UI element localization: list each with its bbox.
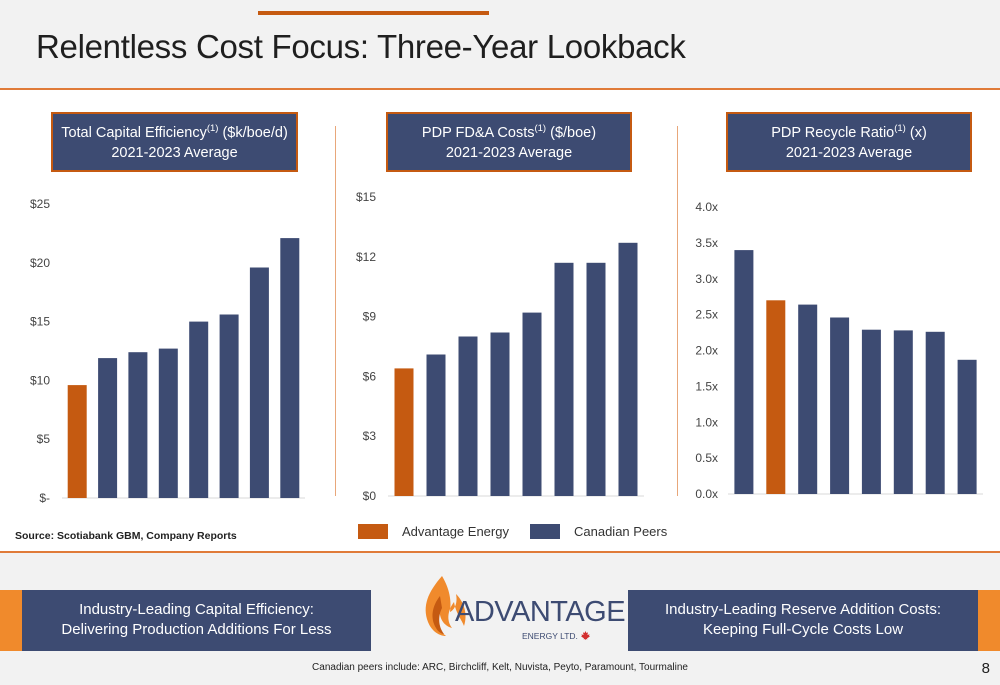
chart-title-box-fda-costs: PDP FD&A Costs(1) ($/boe) 2021-2023 Aver…	[386, 112, 632, 172]
bar-advantage	[766, 300, 786, 494]
footer-right-accent	[978, 590, 1000, 651]
fda-costs-chart: $0 $3 $6 $9 $12 $15	[356, 190, 644, 503]
y-tick-label: 0.0x	[695, 487, 718, 501]
footer-left-box: Industry-Leading Capital Efficiency: Del…	[22, 590, 371, 651]
footer-right-line2: Keeping Full-Cycle Costs Low	[702, 621, 904, 638]
chart-divider-right	[677, 126, 678, 496]
bar-peer	[734, 250, 754, 494]
y-tick-label: $10	[30, 373, 50, 387]
bar-peer	[861, 329, 881, 494]
bar-peer	[618, 242, 638, 496]
bar-peer	[798, 304, 818, 494]
bar-peer	[426, 354, 446, 496]
chart-title-recycle-ratio: PDP Recycle Ratio(1) (x)	[771, 123, 927, 141]
footer-left-line2: Delivering Production Additions For Less	[61, 621, 332, 638]
legend-label-advantage: Advantage Energy	[402, 523, 509, 539]
bar-peer	[554, 262, 574, 496]
maple-leaf-icon	[580, 631, 590, 640]
y-tick-label: $9	[363, 310, 377, 324]
y-tick-label: 1.5x	[695, 379, 718, 393]
slide-title: Relentless Cost Focus: Three-Year Lookba…	[36, 28, 686, 65]
bar-peer	[490, 332, 510, 496]
top-accent-bar	[258, 11, 489, 15]
chart-subtitle-recycle-ratio: 2021-2023 Average	[785, 144, 913, 161]
footer-left-accent	[0, 590, 22, 651]
y-tick-label: 4.0x	[695, 200, 718, 214]
bar-peer	[158, 348, 178, 498]
bar-peer	[522, 312, 542, 496]
source-note: Source: Scotiabank GBM, Company Reports	[15, 530, 237, 542]
bar-peer	[586, 262, 606, 496]
recycle-ratio-chart: 0.0x 0.5x 1.0x 1.5x 2.0x 2.5x 3.0x 3.5x 4.0x	[695, 200, 983, 501]
footer-rule	[0, 551, 1000, 553]
page-number: 8	[981, 660, 990, 677]
footer-right-line1: Industry-Leading Reserve Addition Costs:	[665, 601, 941, 618]
bar-peer	[280, 238, 300, 498]
logo-subtext: ENERGY LTD.	[522, 631, 590, 641]
chart-title-capital-efficiency: Total Capital Efficiency(1) ($k/boe/d)	[61, 123, 288, 141]
logo-wordmark: ADVANTAGE	[455, 596, 626, 628]
advantage-logo: ADVANTAGE ENERGY LTD.	[418, 574, 626, 644]
header-band	[0, 0, 1000, 88]
y-tick-label: 3.5x	[695, 236, 718, 250]
legend-item-peers: Canadian Peers	[530, 521, 667, 541]
y-tick-label: $12	[356, 250, 376, 264]
bar-advantage	[394, 368, 414, 496]
y-tick-label: $15	[30, 315, 50, 329]
bar-peer	[925, 331, 945, 494]
flame-icon	[425, 576, 466, 636]
chart-title-box-capital-efficiency: Total Capital Efficiency(1) ($k/boe/d) 2…	[51, 112, 298, 172]
footer-right-box: Industry-Leading Reserve Addition Costs:…	[628, 590, 978, 651]
y-tick-label: $5	[37, 432, 51, 446]
chart-subtitle-capital-efficiency: 2021-2023 Average	[111, 144, 238, 161]
y-tick-label: $6	[363, 369, 377, 383]
chart-subtitle-fda-costs: 2021-2023 Average	[445, 144, 573, 161]
y-tick-label: $-	[39, 491, 50, 505]
legend-label-peers: Canadian Peers	[574, 523, 668, 539]
y-tick-label: 1.0x	[695, 415, 718, 429]
y-tick-label: $20	[30, 256, 50, 270]
bar-advantage	[67, 385, 87, 498]
bar-peer	[219, 314, 239, 498]
bar-peer	[458, 336, 478, 496]
bar-peer	[249, 267, 269, 498]
chart-title-fda-costs: PDP FD&A Costs(1) ($/boe)	[421, 123, 597, 141]
header-rule	[0, 88, 1000, 90]
legend-swatch-advantage	[358, 523, 388, 539]
y-tick-label: $15	[356, 190, 376, 204]
y-tick-label: 3.0x	[695, 272, 718, 286]
y-tick-label: 2.5x	[695, 308, 718, 322]
y-tick-label: $25	[30, 197, 50, 211]
chart-divider-left	[335, 126, 336, 496]
footer-left-line1: Industry-Leading Capital Efficiency:	[79, 601, 314, 618]
y-tick-label: 2.0x	[695, 344, 718, 358]
y-tick-label: 0.5x	[695, 451, 718, 465]
capital-efficiency-chart: $- $5 $10 $15 $20 $25	[30, 197, 305, 505]
bar-peer	[189, 321, 209, 498]
bar-peer	[893, 330, 913, 494]
legend-item-advantage: Advantage Energy	[358, 521, 509, 541]
y-tick-label: $0	[363, 489, 377, 503]
y-tick-label: $3	[363, 429, 377, 443]
bar-peer	[128, 352, 148, 498]
bar-peer	[957, 359, 977, 494]
peers-footnote: Canadian peers include: ARC, Birchcliff,…	[312, 662, 688, 673]
legend-swatch-peers	[530, 523, 560, 539]
bar-peer	[98, 358, 118, 498]
bar-peer	[830, 317, 850, 494]
chart-title-box-recycle-ratio: PDP Recycle Ratio(1) (x) 2021-2023 Avera…	[726, 112, 972, 172]
